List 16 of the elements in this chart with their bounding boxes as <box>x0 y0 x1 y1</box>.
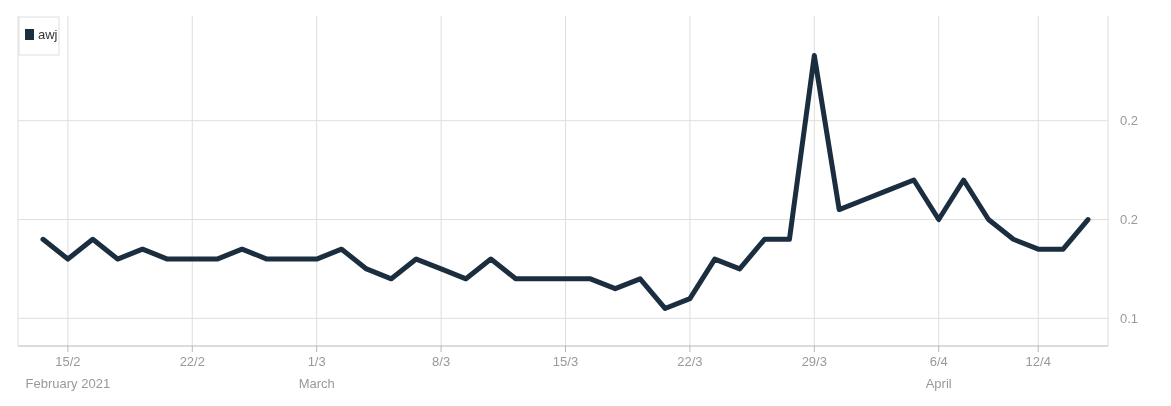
x-tick-label: 22/3 <box>677 354 703 369</box>
x-tick-label: 6/4 <box>929 354 948 369</box>
x-tick-label: 8/3 <box>432 354 451 369</box>
x-tick-label: 1/3 <box>307 354 326 369</box>
y-tick-label: 0.1 <box>1120 310 1139 326</box>
x-tick-label: 15/3 <box>552 354 579 369</box>
x-tick-label: 22/2 <box>179 354 205 369</box>
text: February 2021 <box>25 376 111 391</box>
text: April <box>925 376 952 391</box>
legend-label: awj <box>38 27 58 42</box>
x-tick-label: 12/4 <box>1025 354 1051 369</box>
text: March <box>298 376 335 391</box>
y-tick-label: 0.2 <box>1120 212 1139 228</box>
x-tick-label: 15/2 <box>55 354 81 369</box>
y-tick-label: 0.2 <box>1120 113 1139 129</box>
x-tick-label: 29/3 <box>801 354 827 369</box>
